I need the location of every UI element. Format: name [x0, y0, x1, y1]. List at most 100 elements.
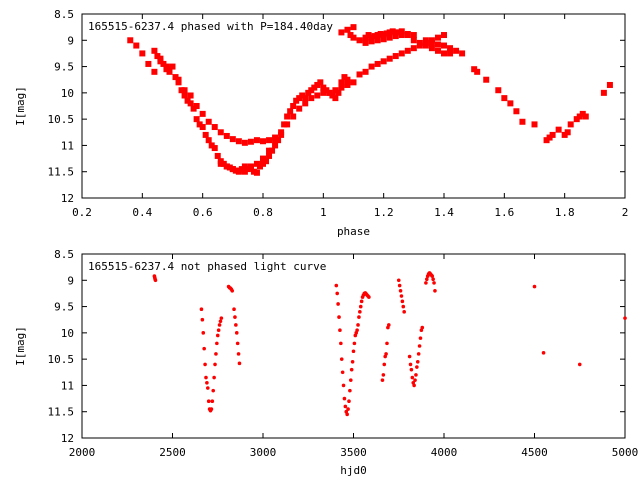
phased-data-point	[260, 155, 266, 162]
unphased-data-point	[418, 336, 423, 340]
phased-chart-title: 165515-6237.4 phased with P=184.40day	[88, 20, 333, 33]
phased-data-point	[344, 76, 351, 83]
phased-data-point	[181, 87, 188, 94]
unphased-data-point	[417, 344, 422, 348]
phased-data-point	[244, 166, 251, 173]
phased-data-point	[356, 37, 363, 44]
unphased-data-point	[410, 375, 415, 380]
phased-data-point	[184, 97, 191, 104]
unphased-data-point	[532, 284, 537, 289]
unphased-data-point	[348, 388, 352, 393]
unphased-data-point	[230, 289, 235, 293]
phased-data-point	[507, 100, 514, 107]
phased-data-point	[145, 60, 152, 67]
phased-data-point	[217, 160, 224, 167]
phased-x-tick-label: 1.8	[555, 206, 575, 219]
phased-data-point	[350, 24, 357, 31]
phased-data-point	[187, 100, 194, 107]
phased-data-point	[229, 166, 236, 173]
phased-data-point	[404, 47, 411, 54]
unphased-data-point	[416, 352, 421, 356]
unphased-data-point	[348, 378, 353, 382]
phased-chart-y-axis-label: I[mag]	[14, 86, 27, 126]
phased-y-tick-label: 10	[61, 87, 74, 100]
phased-x-tick-label: 1.6	[494, 206, 514, 219]
phased-data-point	[576, 113, 583, 120]
phased-data-point	[187, 92, 194, 99]
phased-data-point	[447, 50, 454, 57]
phased-data-point	[250, 168, 257, 175]
phased-data-point	[338, 79, 345, 86]
phased-data-point	[314, 92, 321, 99]
phased-data-point	[344, 26, 351, 33]
unphased-data-point	[338, 328, 342, 333]
phased-y-tick-label: 11.5	[48, 166, 75, 179]
phased-y-tick-label: 12	[61, 192, 74, 205]
unphased-data-point	[358, 304, 363, 309]
unphased-data-point	[415, 359, 420, 364]
unphased-data-point	[347, 399, 351, 404]
unphased-data-point	[433, 289, 437, 293]
unphased-y-tick-label: 9	[67, 274, 74, 287]
phased-data-point	[434, 47, 441, 54]
phased-data-point	[193, 103, 200, 109]
unphased-data-point	[341, 383, 346, 388]
phased-data-point	[350, 79, 357, 86]
unphased-data-point	[359, 299, 364, 304]
phased-data-point	[139, 50, 146, 57]
unphased-data-point	[237, 361, 242, 366]
unphased-data-point	[342, 396, 347, 401]
phased-data-point	[241, 168, 248, 175]
unphased-chart-markers	[152, 271, 627, 417]
unphased-data-point	[402, 310, 406, 314]
unphased-x-tick-label: 2000	[69, 446, 96, 459]
phased-data-point	[549, 131, 556, 138]
phased-data-point	[386, 55, 393, 62]
unphased-x-tick-label: 4000	[431, 446, 458, 459]
unphased-data-point	[232, 307, 236, 312]
unphased-data-point	[424, 281, 428, 285]
phased-data-point	[223, 163, 230, 170]
phased-data-point	[416, 42, 423, 49]
phased-data-point	[223, 132, 230, 139]
unphased-data-point	[430, 274, 435, 278]
phased-data-point	[392, 29, 399, 36]
unphased-data-point	[200, 317, 205, 322]
phased-y-tick-label: 8.5	[54, 8, 74, 21]
phased-data-point	[275, 137, 282, 144]
phased-data-point	[392, 33, 399, 40]
phased-data-point	[410, 45, 417, 52]
phased-chart-frame	[81, 13, 626, 199]
phased-data-point	[338, 29, 345, 36]
unphased-chart-x-axis-label: hjd0	[340, 464, 367, 477]
phased-data-point	[154, 53, 161, 60]
phased-data-point	[398, 28, 405, 35]
unphased-chart: 2000 2500 3000 3500 4000 4500 5000 8.5 9 9.5 10 10.…	[14, 248, 638, 477]
phased-data-point	[323, 87, 330, 94]
unphased-data-point	[206, 399, 211, 404]
unphased-data-point	[358, 310, 362, 314]
phased-data-point	[332, 87, 339, 94]
unphased-x-tick-label: 5000	[612, 446, 639, 459]
phased-data-point	[311, 84, 318, 91]
unphased-data-point	[334, 283, 339, 288]
phased-data-point	[371, 33, 378, 40]
phased-data-point	[308, 87, 315, 94]
phased-data-point	[582, 113, 589, 120]
phased-data-point	[383, 30, 390, 37]
phased-data-point	[293, 97, 300, 104]
phased-data-point	[368, 63, 375, 70]
phased-x-tick-label: 1.4	[434, 206, 454, 219]
phased-data-point	[338, 84, 345, 91]
phased-data-point	[281, 121, 288, 128]
unphased-data-point	[623, 316, 627, 320]
phased-x-tick-label: 1	[320, 206, 327, 219]
phased-data-point	[519, 118, 526, 125]
unphased-data-point	[215, 333, 220, 338]
unphased-y-tick-label: 10.5	[48, 353, 75, 366]
phased-data-point	[434, 41, 441, 48]
unphased-y-tick-label: 11.5	[48, 406, 75, 419]
phased-data-point	[272, 142, 279, 149]
phased-data-point	[263, 158, 270, 165]
unphased-data-point	[215, 341, 219, 346]
